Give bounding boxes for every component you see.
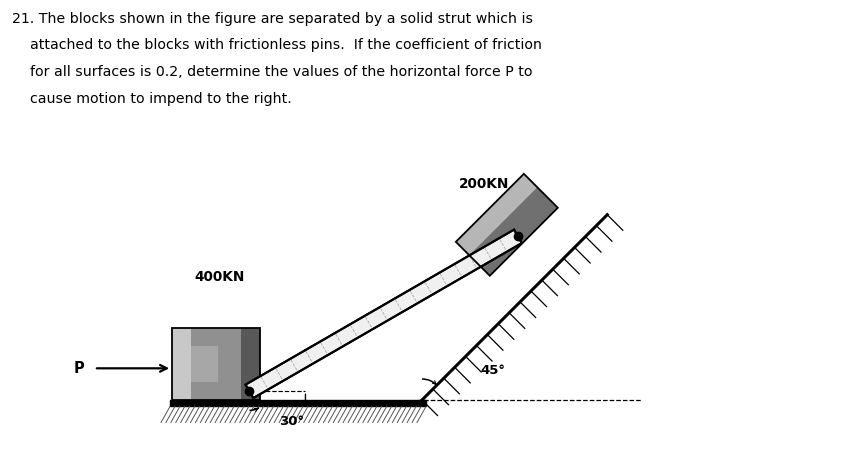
Text: for all surfaces is 0.2, determine the values of the horizontal force P to: for all surfaces is 0.2, determine the v… xyxy=(12,65,532,79)
Text: P: P xyxy=(74,361,84,376)
Text: 30°: 30° xyxy=(280,415,305,428)
Text: cause motion to impend to the right.: cause motion to impend to the right. xyxy=(12,92,292,106)
Text: 200KN: 200KN xyxy=(459,177,510,191)
Polygon shape xyxy=(455,174,537,255)
Bar xyxy=(172,328,260,400)
Bar xyxy=(172,328,191,400)
Polygon shape xyxy=(455,174,558,276)
Bar xyxy=(191,328,240,400)
Bar xyxy=(191,346,218,382)
Text: 21. The blocks shown in the figure are separated by a solid strut which is: 21. The blocks shown in the figure are s… xyxy=(12,12,533,26)
Text: 400KN: 400KN xyxy=(194,270,245,284)
Bar xyxy=(240,328,260,400)
Bar xyxy=(172,328,260,400)
Text: attached to the blocks with frictionless pins.  If the coefficient of friction: attached to the blocks with frictionless… xyxy=(12,39,542,52)
Text: 45°: 45° xyxy=(480,363,505,377)
Polygon shape xyxy=(245,230,522,398)
